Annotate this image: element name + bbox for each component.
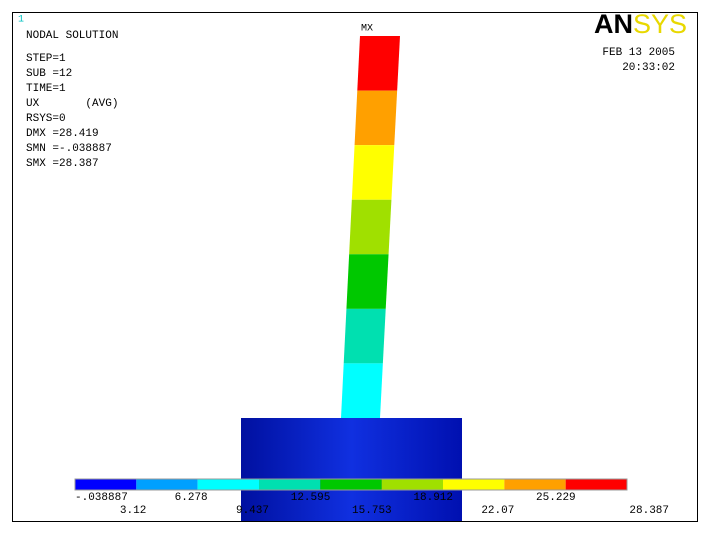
legend-label: 18.912 bbox=[413, 492, 453, 504]
legend-label: 12.595 bbox=[291, 492, 331, 504]
legend-label: 9.437 bbox=[236, 505, 269, 517]
base-block bbox=[241, 418, 462, 521]
column-band bbox=[349, 199, 392, 255]
legend-label: 15.753 bbox=[352, 505, 392, 517]
legend-label: 3.12 bbox=[120, 505, 146, 517]
legend-swatch bbox=[320, 479, 382, 490]
logo-light: SYS bbox=[633, 9, 687, 39]
legend-swatch bbox=[75, 479, 137, 490]
date: FEB 13 2005 bbox=[602, 47, 675, 59]
column-band bbox=[354, 90, 398, 146]
legend-swatch bbox=[259, 479, 321, 490]
info-line: STEP=1 bbox=[26, 53, 66, 65]
legend-swatch bbox=[136, 479, 198, 490]
legend-swatch bbox=[504, 479, 566, 490]
column-band bbox=[346, 254, 389, 309]
column-band bbox=[341, 363, 383, 418]
info-line: UX (AVG) bbox=[26, 98, 118, 110]
info-line: SUB =12 bbox=[26, 68, 72, 80]
legend-swatch bbox=[565, 479, 627, 490]
column-band bbox=[343, 308, 386, 364]
column-band bbox=[357, 36, 400, 91]
legend-swatch bbox=[381, 479, 443, 490]
legend-label: -.038887 bbox=[75, 492, 128, 504]
logo-bold: AN bbox=[594, 9, 633, 39]
window-number: 1 bbox=[18, 15, 24, 26]
info-block: NODAL SOLUTION STEP=1 SUB =12 TIME=1 UX (AVG… bbox=[26, 30, 118, 170]
legend-swatch bbox=[197, 479, 259, 490]
column-band bbox=[351, 145, 395, 200]
legend-label: 28.387 bbox=[629, 505, 669, 517]
logo: ANSYS bbox=[594, 9, 687, 39]
legend-label: 22.07 bbox=[481, 505, 514, 517]
time: 20:33:02 bbox=[622, 62, 675, 74]
info-line: SMN =-.038887 bbox=[26, 143, 112, 155]
legend-label: 6.278 bbox=[175, 492, 208, 504]
info-line: RSYS=0 bbox=[26, 113, 66, 125]
info-line: NODAL SOLUTION bbox=[26, 30, 118, 42]
legend-swatch bbox=[443, 479, 505, 490]
info-line: DMX =28.419 bbox=[26, 128, 99, 140]
max-label: MX bbox=[361, 24, 373, 35]
column bbox=[341, 36, 400, 418]
legend-label: 25.229 bbox=[536, 492, 576, 504]
info-line: TIME=1 bbox=[26, 83, 66, 95]
info-line: SMX =28.387 bbox=[26, 158, 99, 170]
legend-border bbox=[74, 478, 628, 491]
